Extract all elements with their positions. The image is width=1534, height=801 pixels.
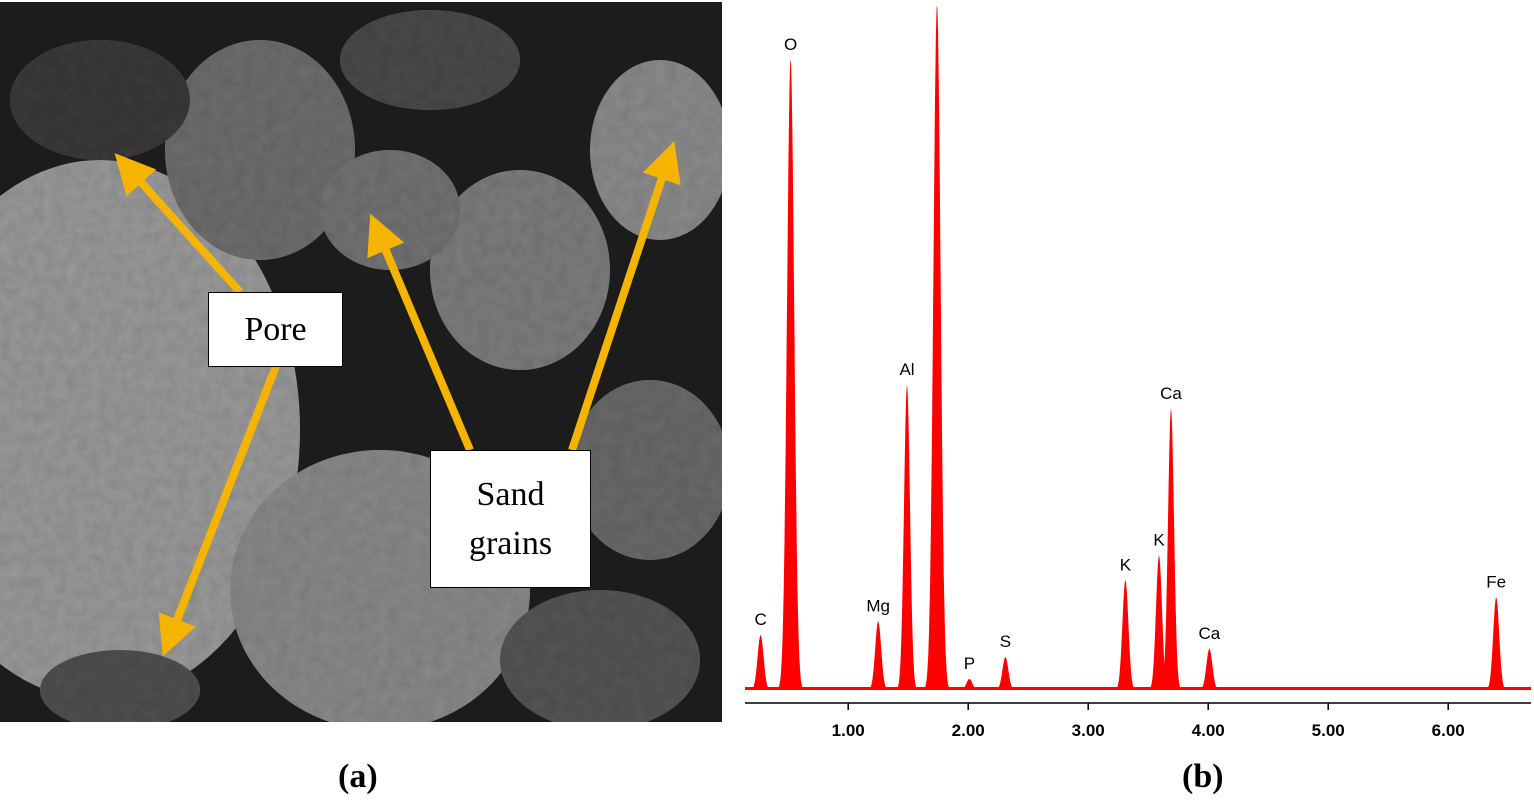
peak-label: P [964, 654, 975, 673]
caption: (a) [338, 758, 378, 795]
peak [866, 621, 891, 690]
peak [748, 635, 773, 690]
sem-image [0, 2, 722, 722]
x-tick-label: 6.00 [1432, 721, 1465, 740]
x-tick-label: 2.00 [952, 721, 985, 740]
peak [957, 679, 982, 690]
peak-label: Fe [1486, 573, 1506, 592]
peak-label: Ca [1199, 624, 1221, 643]
peak [776, 59, 805, 690]
peak-label: K [1153, 531, 1165, 550]
caption: (b) [1182, 758, 1224, 795]
peak [1484, 597, 1509, 690]
baseline-noise [745, 687, 1531, 690]
x-tick-label: 1.00 [832, 721, 865, 740]
peak-label: Al [899, 360, 914, 379]
peak-label: K [1120, 555, 1132, 574]
peak-label: O [784, 35, 797, 54]
x-tick-label: 5.00 [1312, 721, 1345, 740]
label-box: Sand grains [430, 450, 591, 588]
arrows [114, 141, 681, 657]
peak [1159, 409, 1183, 690]
x-tick-label: 4.00 [1192, 721, 1225, 740]
peak [922, 5, 952, 690]
x-tick-label: 3.00 [1072, 721, 1105, 740]
peak [1197, 648, 1222, 690]
peak [993, 657, 1018, 690]
peak [1113, 580, 1138, 690]
peak-label: S [1000, 632, 1011, 651]
peak-label: Mg [866, 597, 890, 616]
peak [1147, 555, 1171, 690]
peak-label: C [754, 610, 766, 629]
label-box: Pore [208, 292, 343, 367]
peak [895, 385, 919, 690]
peak-label: Ca [1160, 384, 1182, 403]
